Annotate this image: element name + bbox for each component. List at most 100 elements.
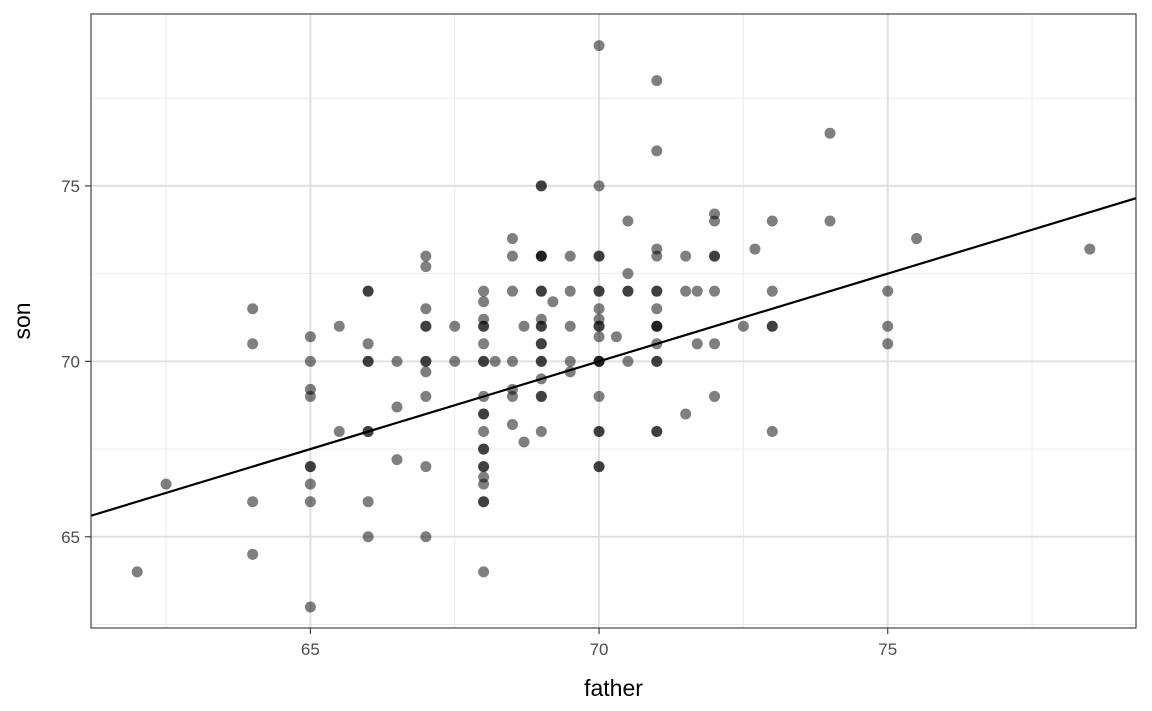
data-point bbox=[333, 320, 345, 332]
data-point bbox=[691, 338, 703, 350]
data-point bbox=[362, 355, 374, 367]
data-point bbox=[333, 426, 345, 438]
data-point bbox=[304, 461, 316, 473]
data-point bbox=[709, 338, 721, 350]
data-point bbox=[593, 320, 605, 332]
data-point bbox=[709, 390, 721, 402]
data-point bbox=[766, 320, 778, 332]
x-tick-label: 70 bbox=[590, 640, 609, 659]
data-point bbox=[651, 75, 663, 87]
data-point bbox=[593, 40, 605, 52]
data-point bbox=[449, 320, 461, 332]
data-point bbox=[362, 496, 374, 508]
data-point bbox=[766, 426, 778, 438]
data-point bbox=[622, 268, 634, 280]
major-gridlines bbox=[91, 14, 1136, 628]
data-point bbox=[680, 408, 692, 420]
y-tick-label: 65 bbox=[61, 528, 80, 547]
data-point bbox=[478, 320, 490, 332]
data-point bbox=[506, 233, 518, 245]
data-point bbox=[622, 285, 634, 297]
data-point bbox=[420, 390, 432, 402]
data-point bbox=[593, 390, 605, 402]
data-point bbox=[593, 303, 605, 315]
data-point bbox=[651, 145, 663, 157]
data-point bbox=[547, 296, 559, 308]
data-point bbox=[247, 338, 259, 350]
data-point bbox=[420, 355, 432, 367]
data-point bbox=[824, 215, 836, 227]
data-point bbox=[680, 250, 692, 262]
data-point bbox=[737, 320, 749, 332]
data-point bbox=[247, 496, 259, 508]
data-point bbox=[535, 355, 547, 367]
data-point bbox=[420, 366, 432, 378]
data-point bbox=[478, 461, 490, 473]
data-point bbox=[478, 338, 490, 350]
data-point bbox=[535, 320, 547, 332]
data-point bbox=[709, 285, 721, 297]
data-point bbox=[506, 285, 518, 297]
x-tick-label: 75 bbox=[878, 640, 897, 659]
data-point bbox=[304, 601, 316, 613]
panel-border bbox=[90, 13, 1137, 629]
data-point bbox=[506, 419, 518, 431]
data-point bbox=[593, 180, 605, 192]
data-point bbox=[535, 250, 547, 262]
data-point bbox=[518, 320, 530, 332]
data-point bbox=[593, 250, 605, 262]
data-point bbox=[535, 285, 547, 297]
data-point bbox=[593, 331, 605, 343]
x-tick-label: 65 bbox=[301, 640, 320, 659]
y-axis-title: son bbox=[9, 302, 35, 339]
data-point bbox=[882, 338, 894, 350]
data-point bbox=[247, 303, 259, 315]
regression-line-layer bbox=[91, 197, 1136, 517]
data-point bbox=[564, 320, 576, 332]
data-point bbox=[651, 355, 663, 367]
data-point bbox=[564, 285, 576, 297]
data-point bbox=[304, 331, 316, 343]
data-point bbox=[651, 285, 663, 297]
data-point bbox=[622, 355, 634, 367]
data-point bbox=[518, 436, 530, 448]
data-point bbox=[131, 566, 143, 578]
data-point bbox=[478, 443, 490, 455]
y-axis: 65 70 75 bbox=[61, 177, 91, 547]
data-point bbox=[564, 250, 576, 262]
data-point bbox=[160, 478, 172, 490]
data-point bbox=[651, 426, 663, 438]
data-point bbox=[535, 390, 547, 402]
data-point bbox=[709, 215, 721, 227]
data-point bbox=[622, 215, 634, 227]
data-point bbox=[391, 401, 403, 413]
data-point bbox=[362, 338, 374, 350]
data-point bbox=[391, 355, 403, 367]
y-tick-label: 75 bbox=[61, 177, 80, 196]
data-point bbox=[766, 285, 778, 297]
data-point bbox=[749, 243, 761, 255]
data-point bbox=[449, 355, 461, 367]
data-point bbox=[882, 285, 894, 297]
data-point bbox=[535, 426, 547, 438]
data-point bbox=[304, 390, 316, 402]
data-point bbox=[420, 461, 432, 473]
data-point bbox=[610, 331, 622, 343]
x-axis-title: father bbox=[584, 675, 643, 701]
data-point bbox=[593, 461, 605, 473]
minor-gridlines bbox=[91, 14, 1136, 628]
data-point bbox=[247, 548, 259, 560]
data-point bbox=[391, 454, 403, 466]
data-point bbox=[506, 390, 518, 402]
data-point bbox=[882, 320, 894, 332]
data-point bbox=[362, 285, 374, 297]
data-point bbox=[766, 215, 778, 227]
data-point bbox=[651, 303, 663, 315]
data-points bbox=[131, 40, 1096, 613]
data-point bbox=[489, 355, 501, 367]
data-point bbox=[478, 408, 490, 420]
data-point bbox=[304, 478, 316, 490]
y-tick-label: 70 bbox=[61, 352, 80, 371]
data-point bbox=[651, 250, 663, 262]
